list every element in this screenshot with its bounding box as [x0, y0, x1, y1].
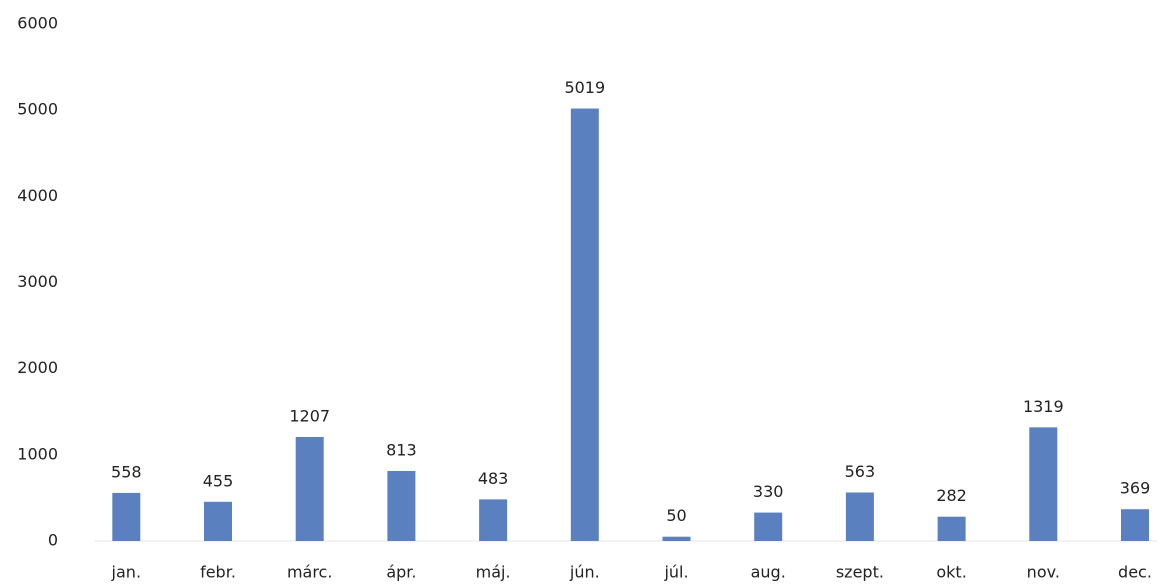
y-tick-label: 1000: [17, 444, 58, 463]
x-tick-label: nov.: [1027, 563, 1060, 582]
data-label: 558: [111, 462, 142, 481]
x-tick-label: dec.: [1118, 563, 1152, 582]
bar: [570, 108, 599, 541]
x-tick-label: aug.: [751, 563, 786, 582]
x-tick-label: febr.: [200, 563, 236, 582]
y-tick-label: 3000: [17, 272, 58, 291]
data-label: 1319: [1023, 397, 1064, 416]
x-tick-label: jan.: [111, 563, 141, 582]
y-tick-label: 6000: [17, 14, 58, 33]
data-label: 5019: [564, 78, 605, 97]
bar: [845, 492, 874, 541]
data-label: 50: [666, 506, 686, 525]
y-tick-label: 0: [48, 531, 58, 550]
bar: [1121, 509, 1149, 541]
x-tick-label: máj.: [476, 563, 511, 582]
bar: [662, 536, 691, 541]
y-tick-label: 5000: [17, 100, 58, 119]
y-tick-label: 2000: [17, 358, 58, 377]
bar: [387, 470, 416, 541]
bar: [479, 499, 508, 541]
data-label: 282: [936, 486, 967, 505]
x-tick-label: jún.: [569, 563, 600, 582]
data-label: 455: [203, 471, 234, 490]
data-label: 330: [753, 482, 784, 501]
x-tick-label: okt.: [936, 563, 966, 582]
x-tick-label: szept.: [836, 563, 884, 582]
bar: [112, 492, 141, 541]
x-tick-label: ápr.: [386, 563, 416, 582]
data-label: 563: [845, 462, 876, 481]
y-tick-label: 4000: [17, 186, 58, 205]
data-label: 483: [478, 469, 509, 488]
bar: [1029, 427, 1058, 541]
data-label: 369: [1120, 479, 1151, 498]
data-label: 1207: [289, 406, 330, 425]
bar: [295, 436, 324, 541]
bar: [204, 501, 232, 541]
x-tick-label: márc.: [287, 563, 333, 582]
bar: [937, 516, 966, 541]
data-label: 813: [386, 440, 417, 459]
bar: [754, 512, 783, 541]
x-tick-label: júl.: [663, 563, 688, 582]
